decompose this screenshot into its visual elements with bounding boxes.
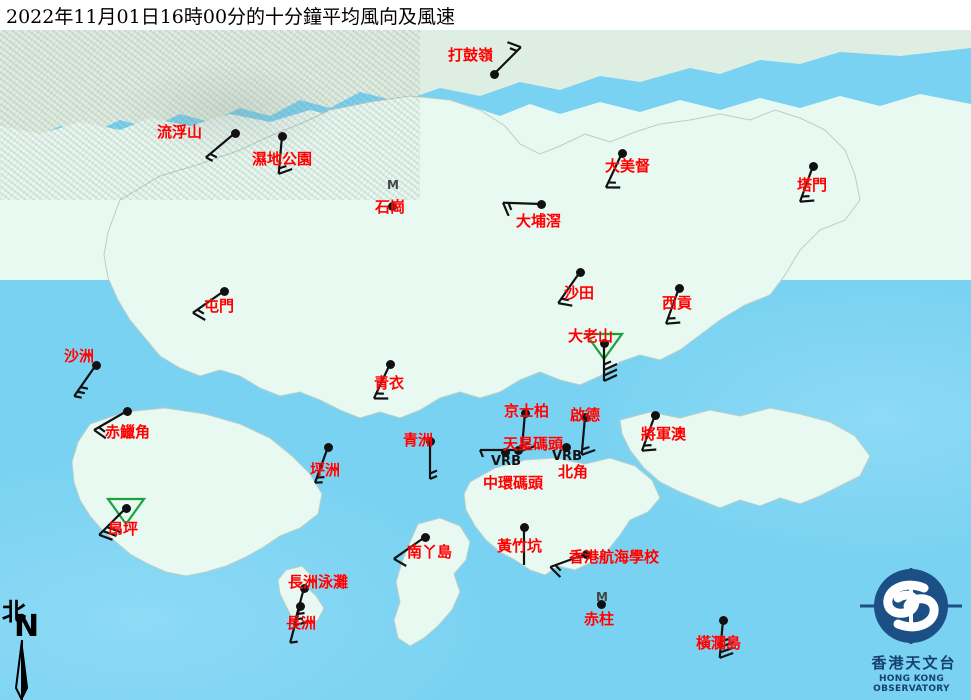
- station-label: 大老山: [568, 327, 614, 345]
- station-label: 西貢: [662, 294, 693, 312]
- landmass-lamma-island: [378, 510, 538, 680]
- wind-barb-icon: [604, 152, 623, 189]
- wind-barb-icon: [372, 363, 391, 400]
- wind-barb-icon: [520, 412, 536, 452]
- wind-barb-icon: [393, 536, 426, 567]
- station-label: 黃竹坑: [497, 537, 543, 555]
- hko-logo-text-en: HONG KONG OBSERVATORY: [873, 674, 950, 694]
- station-label: 大埔滘: [516, 212, 562, 230]
- station-label: 石崗: [375, 198, 406, 216]
- station-label: 長洲: [286, 614, 317, 632]
- landmass-lantau-island: [30, 390, 390, 610]
- wind-barb-icon: [277, 135, 293, 175]
- station-label: 北角: [558, 463, 589, 481]
- wind-barb-icon: [313, 446, 330, 484]
- station-label: 沙洲: [64, 347, 95, 365]
- compass-label-en: N: [14, 609, 40, 644]
- wind-barb-icon: [98, 507, 127, 541]
- wind-barb-icon: [522, 527, 526, 565]
- wind-barb-icon: [205, 132, 236, 162]
- wind-barb-icon: [93, 410, 128, 440]
- station-maintenance-marker: M: [596, 590, 608, 604]
- wind-barb-icon: [798, 165, 815, 203]
- hko-emblem-icon: [860, 568, 962, 644]
- wind-barb-icon: [664, 287, 681, 325]
- variable-wind-marker: VRB: [552, 449, 582, 464]
- variable-wind-marker: VRB: [491, 454, 521, 469]
- hko-logo-text-cn: 香港天文台: [871, 654, 957, 672]
- compass-rose: 北 N: [2, 592, 62, 700]
- station-marker-dot: [596, 599, 606, 609]
- wind-barb-icon: [580, 416, 596, 456]
- station-label: 赤柱: [584, 610, 615, 628]
- station-label: 坪洲: [310, 461, 341, 479]
- wind-barb-icon: [478, 448, 518, 458]
- wind-barb-icon: [602, 343, 618, 382]
- station-label: 大美督: [605, 157, 651, 175]
- station-label: 昂坪: [108, 520, 139, 538]
- page-title: 2022年11月01日16時00分的十分鐘平均風向及風速: [6, 6, 456, 28]
- compass-label-cn: 北: [2, 597, 26, 626]
- wind-barb-icon: [549, 552, 587, 578]
- station-label: 打鼓嶺: [448, 46, 494, 64]
- station-label: 長洲泳灘: [288, 573, 349, 591]
- station-label: 香港航海學校: [569, 548, 660, 566]
- title-bar: 2022年11月01日16時00分的十分鐘平均風向及風速: [0, 0, 971, 30]
- station-maintenance-marker: M: [387, 178, 399, 192]
- wind-barb-icon: [192, 290, 225, 321]
- landmass-sai-kung-peninsula: [600, 400, 900, 600]
- landmass-new-territories: [0, 80, 971, 480]
- station-label: 青洲: [403, 431, 434, 449]
- station-label: 塔門: [797, 176, 828, 194]
- station-marker-dot: [561, 442, 571, 452]
- wind-barb-icon: [557, 271, 581, 307]
- station-label: 屯門: [204, 297, 235, 315]
- station-label: 中環碼頭: [483, 474, 544, 492]
- station-label: 青衣: [374, 374, 405, 392]
- station-label: 京士柏: [504, 402, 550, 420]
- wind-barb-icon: [502, 201, 542, 217]
- wind-barb-icon: [289, 605, 302, 644]
- station-label: 橫瀾島: [696, 634, 742, 652]
- station-label: 赤鱲角: [105, 423, 151, 441]
- station-label: 沙田: [564, 284, 595, 302]
- station-label: 啟德: [570, 406, 601, 424]
- wind-barb-icon: [73, 364, 97, 399]
- station-label: 流浮山: [157, 123, 203, 141]
- wind-barb-icon: [718, 619, 735, 659]
- gust-triangle-icon: [105, 497, 147, 526]
- station-marker-dot: [387, 201, 397, 211]
- station-label: 將軍澳: [641, 425, 687, 443]
- wind-barb-icon: [428, 441, 438, 481]
- station-label: 南丫島: [407, 543, 453, 561]
- compass-arrow-icon: [14, 639, 28, 700]
- wind-barb-icon: [640, 414, 657, 452]
- hko-logo: 香港天文台 HONG KONG OBSERVATORY: [852, 566, 971, 700]
- wind-barb-icon: [493, 41, 522, 75]
- landmass-hong-kong-island: [380, 420, 720, 620]
- station-label: 濕地公園: [252, 150, 313, 168]
- station-label: 天星碼頭: [503, 435, 564, 453]
- gust-triangle-icon: [583, 332, 625, 361]
- station-marker-dot: [500, 447, 510, 457]
